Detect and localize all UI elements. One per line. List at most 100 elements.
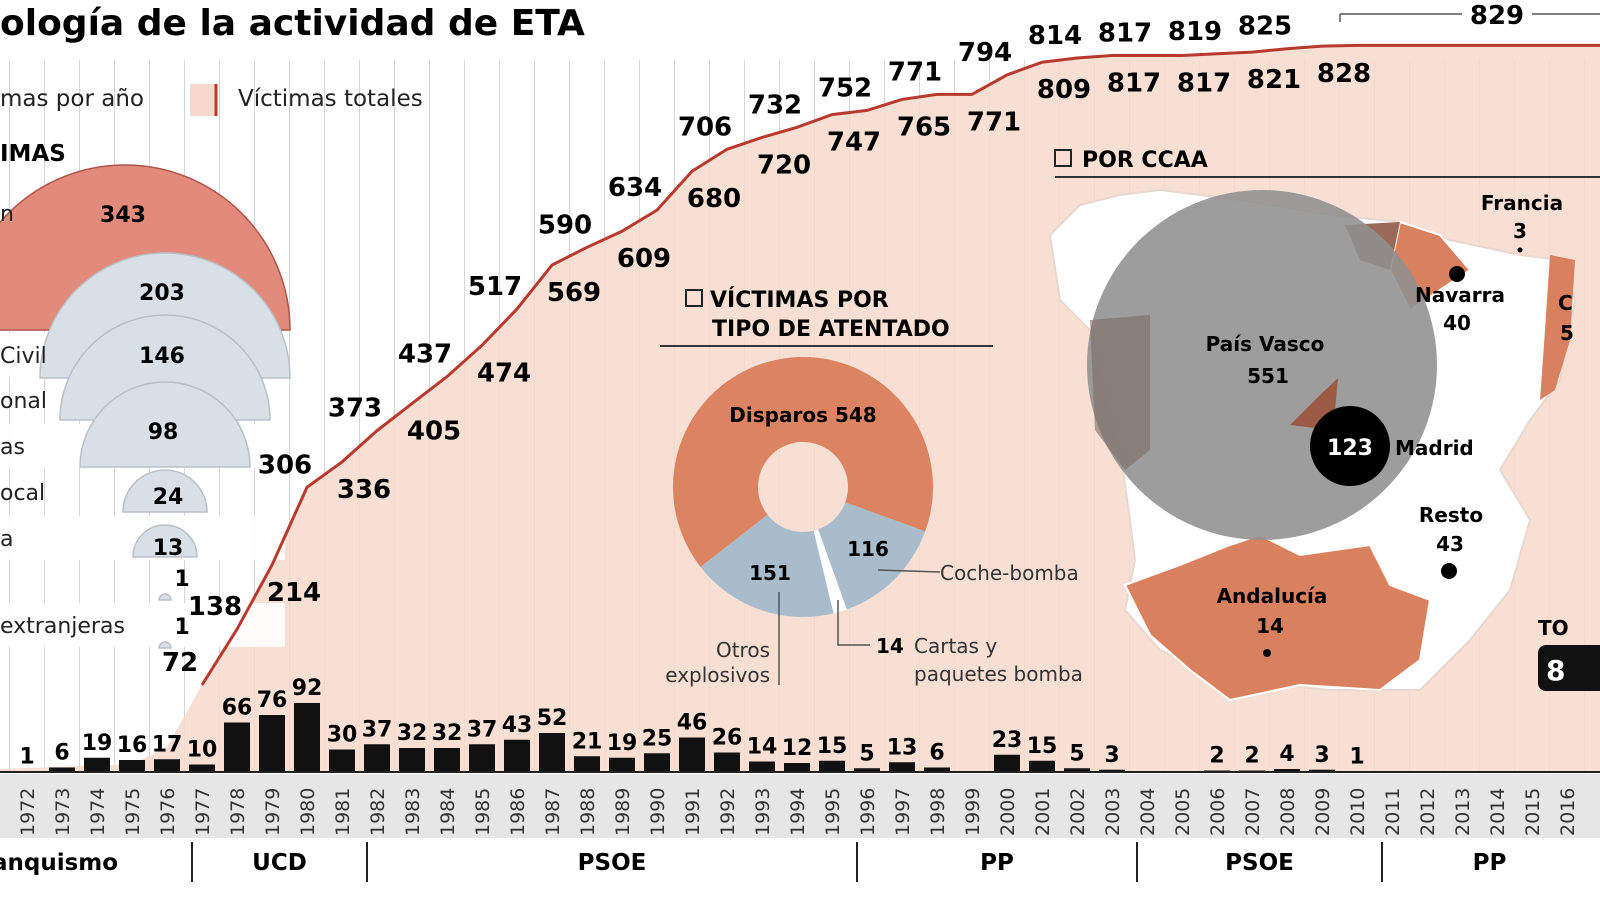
year-label-2015: 2015 <box>1522 788 1544 836</box>
year-label-1988: 1988 <box>577 788 599 836</box>
cumulative-label-2003: 817 <box>1107 68 1161 98</box>
year-axis: 1971 1972 1973 1974 1975 1976 1977 1978 1979 1980… <box>0 771 1600 838</box>
bar-label-1975: 16 <box>117 733 148 758</box>
bar-1993 <box>749 761 775 772</box>
cumulative-label-1990: 634 <box>608 173 662 203</box>
year-label-2007: 2007 <box>1242 788 1264 836</box>
cumulative-label-2008: 825 <box>1238 12 1292 42</box>
francia-value: 3 <box>1513 219 1527 243</box>
cumulative-label-1996: 752 <box>818 73 872 103</box>
victim-type-label: n <box>0 202 14 227</box>
year-label-1997: 1997 <box>892 788 914 836</box>
bar-1986 <box>504 739 530 772</box>
cumulative-label-1982: 373 <box>328 394 382 424</box>
bar-1973 <box>49 767 75 772</box>
legend-bars-label: mas por año <box>0 86 144 112</box>
andalucia-shape <box>1123 533 1432 702</box>
bar-label-1982: 37 <box>362 717 393 742</box>
bar-1984 <box>434 748 460 772</box>
year-label-1981: 1981 <box>332 788 354 836</box>
period-label: PP <box>980 850 1014 876</box>
bar-2008 <box>1274 769 1300 772</box>
bar-1991 <box>679 737 705 772</box>
legend-area-swatch <box>190 84 216 116</box>
year-label-1998: 1998 <box>927 788 949 836</box>
period-label: UCD <box>252 850 307 876</box>
section-box-icon <box>1054 149 1072 167</box>
bar-1981 <box>329 749 355 772</box>
year-label-1973: 1973 <box>52 788 74 836</box>
victim-type-label: ocal <box>0 481 45 506</box>
cumulative-label-2000: 794 <box>958 38 1012 68</box>
bar-label-1995: 15 <box>817 734 848 759</box>
cumulative-label-1993: 720 <box>757 150 811 180</box>
madrid-bubble <box>1310 406 1390 486</box>
year-label-2014: 2014 <box>1487 788 1509 836</box>
year-label-1972: 1972 <box>17 788 39 836</box>
cumulative-label-1979: 214 <box>267 578 321 608</box>
cumulative-label-2007: 821 <box>1247 65 1301 95</box>
year-label-2001: 2001 <box>1032 788 1054 836</box>
cumulative-label-1992: 706 <box>678 112 732 142</box>
bar-1990 <box>644 753 670 772</box>
victim-type-label: onal <box>0 389 47 414</box>
bar-1995 <box>819 760 845 772</box>
bar-label-1998: 6 <box>929 741 944 766</box>
cataluna-value: 5 <box>1560 321 1574 345</box>
bar-label-2010: 1 <box>1349 744 1364 769</box>
bar-2001 <box>1029 760 1055 772</box>
bar-1983 <box>399 748 425 772</box>
attack-type-donut: VÍCTIMAS POR TIPO DE ATENTADO Disparos 5… <box>660 287 1083 687</box>
section-box-icon <box>685 289 703 307</box>
bar-label-1976: 17 <box>152 732 183 757</box>
bar-1976 <box>154 759 180 772</box>
cumulative-label-2001: 809 <box>1037 75 1091 105</box>
bar-label-1980: 92 <box>292 676 323 701</box>
year-label-2004: 2004 <box>1137 788 1159 836</box>
bar-1985 <box>469 744 495 772</box>
bar-1982 <box>364 744 390 772</box>
period-label: PSOE <box>1225 850 1294 876</box>
bar-1987 <box>539 733 565 772</box>
attack-heading-1: VÍCTIMAS POR <box>710 287 889 313</box>
victim-type-arc <box>59 314 271 421</box>
victim-type-value: 343 <box>100 203 146 228</box>
vasco-name: País Vasco <box>1206 332 1325 356</box>
label-otros-2: explosivos <box>665 663 770 687</box>
year-label-1982: 1982 <box>367 788 389 836</box>
year-label-2005: 2005 <box>1172 788 1194 836</box>
bar-label-1994: 12 <box>782 736 813 761</box>
bar-label-1974: 19 <box>82 731 113 756</box>
total-label: TO <box>1538 616 1569 640</box>
bar-label-1997: 13 <box>887 735 918 760</box>
total-value: 8 <box>1546 654 1565 687</box>
cumulative-label-1984: 437 <box>398 340 452 370</box>
victims-panel-heading: IMAS <box>0 141 66 167</box>
bar-label-1978: 66 <box>222 696 253 721</box>
bar-2002 <box>1064 768 1090 772</box>
bar-label-2003: 3 <box>1104 743 1119 768</box>
year-label-1984: 1984 <box>437 788 459 836</box>
cumulative-label-1991: 680 <box>687 184 741 214</box>
ccaa-heading: POR CCAA <box>1082 148 1208 173</box>
period-label: PP <box>1473 850 1507 876</box>
cumulative-label-2006: 819 <box>1168 17 1222 47</box>
bar-1980 <box>294 703 320 772</box>
year-label-1974: 1974 <box>87 788 109 836</box>
year-label-2006: 2006 <box>1207 788 1229 836</box>
donut-slice-otros-explosivos <box>700 514 834 617</box>
navarra-value: 40 <box>1443 311 1471 335</box>
victim-type-value: 13 <box>153 536 184 561</box>
slice-label-disparos: Disparos 548 <box>729 403 876 427</box>
victim-type-label: as <box>0 435 25 460</box>
bar-1975 <box>119 760 145 772</box>
resto-value: 43 <box>1436 532 1464 556</box>
bar-2003 <box>1099 769 1125 772</box>
year-label-1992: 1992 <box>717 788 739 836</box>
bar-1978 <box>224 722 250 772</box>
resto-name: Resto <box>1419 503 1483 527</box>
year-label-1994: 1994 <box>787 788 809 836</box>
year-label-1983: 1983 <box>402 788 424 836</box>
